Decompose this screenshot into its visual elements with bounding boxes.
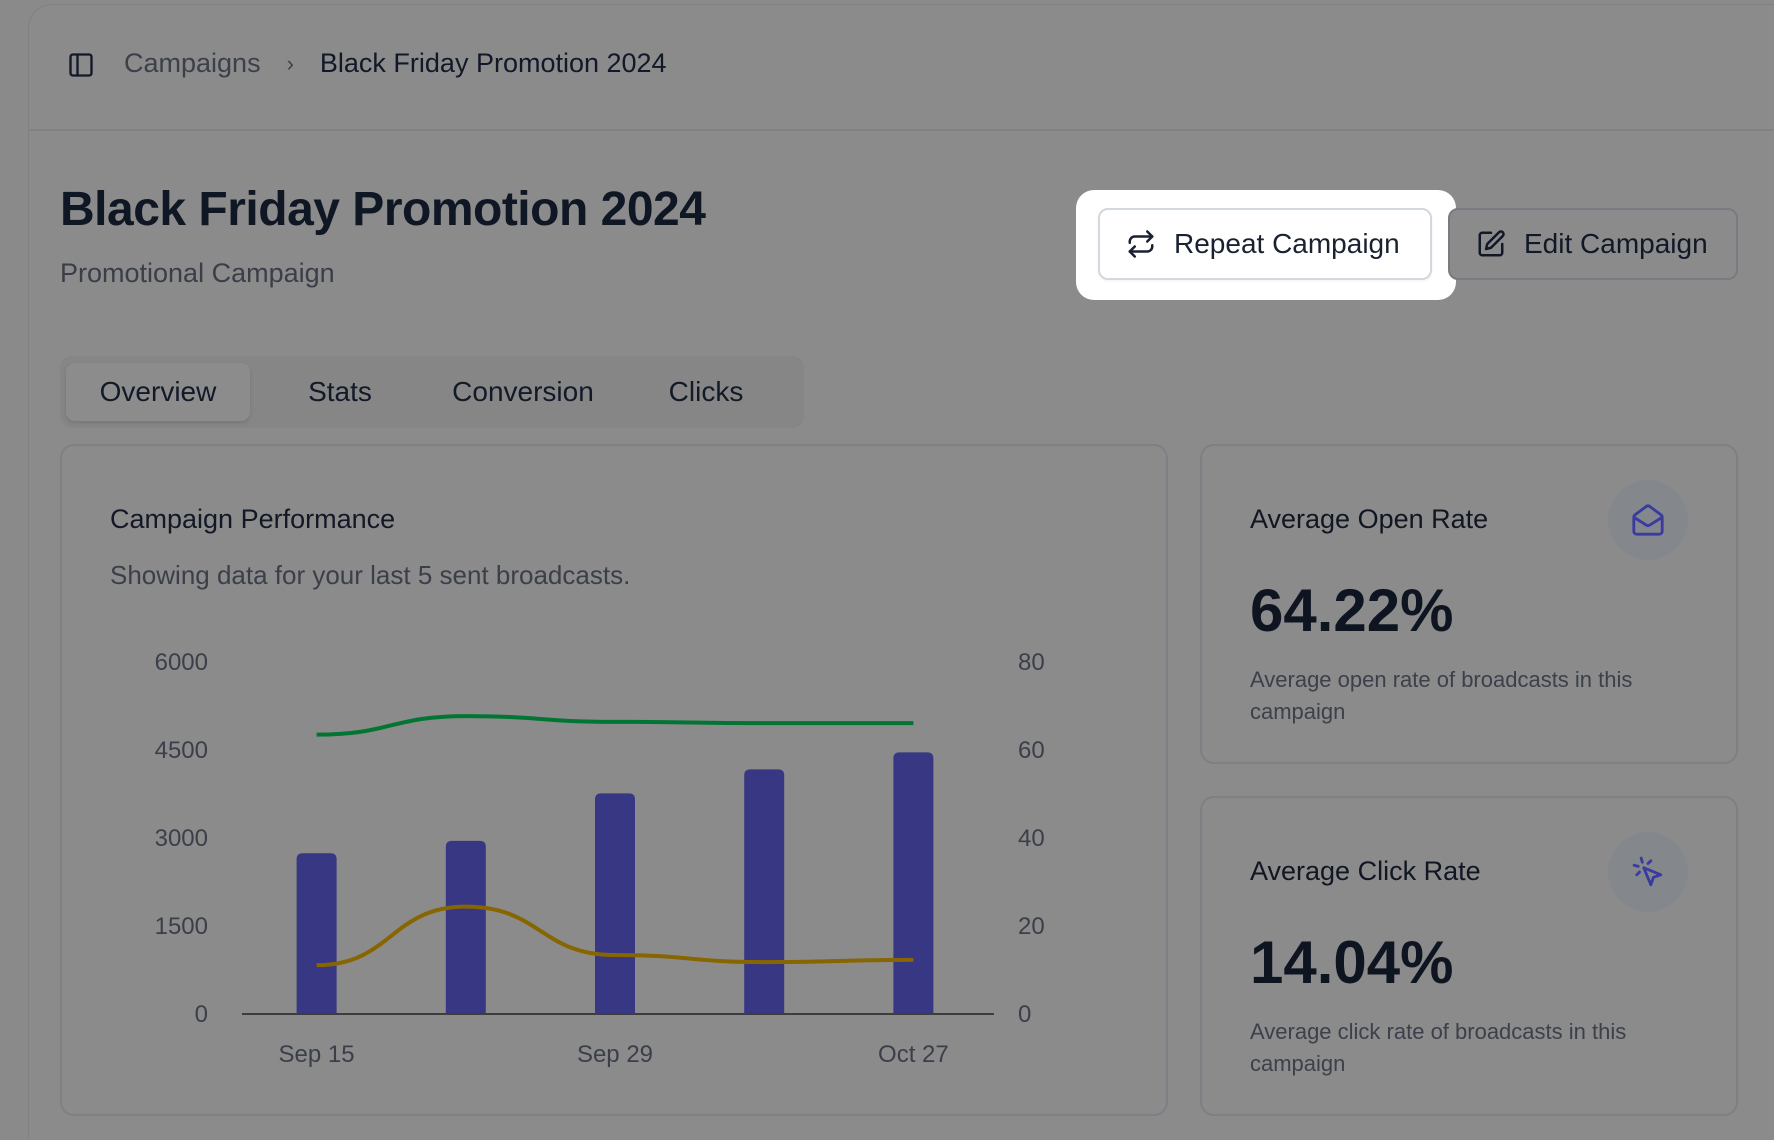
breadcrumb-campaigns-link[interactable]: Campaigns: [124, 48, 261, 78]
breadcrumb: Campaigns › Black Friday Promotion 2024: [124, 48, 667, 79]
y-right-tick-label: 0: [1018, 1001, 1031, 1028]
average-click-rate-card: Average Click Rate 14.04% Average click …: [1200, 796, 1738, 1116]
chevron-right-icon: ›: [286, 50, 294, 76]
page-subtitle: Promotional Campaign: [60, 258, 335, 288]
click-rate-description: Average click rate of broadcasts in this…: [1250, 1019, 1627, 1076]
bar: [296, 853, 337, 1014]
open-rate-line: [316, 714, 914, 737]
sidebar-toggle-button[interactable]: [66, 50, 96, 80]
tab-conversion[interactable]: Conversion: [452, 376, 594, 407]
y-left-tick-label: 4500: [155, 737, 208, 764]
breadcrumb-current: Black Friday Promotion 2024: [319, 48, 667, 78]
bar: [893, 752, 934, 1014]
chart-description: Showing data for your last 5 sent broadc…: [110, 560, 631, 590]
page-title: Black Friday Promotion 2024: [60, 183, 706, 236]
top-bar: Campaigns › Black Friday Promotion 2024: [28, 0, 1774, 131]
y-right-tick-label: 60: [1018, 737, 1045, 764]
y-left-tick-label: 1500: [155, 913, 208, 940]
y-right-tick-label: 40: [1018, 825, 1045, 852]
tab-clicks[interactable]: Clicks: [668, 376, 744, 407]
mail-open-icon: [1608, 480, 1688, 560]
edit-campaign-label: Edit Campaign: [1524, 228, 1708, 259]
bar: [744, 769, 785, 1014]
tab-overview[interactable]: Overview: [66, 363, 250, 421]
repeat-campaign-label: Repeat Campaign: [1174, 228, 1400, 259]
average-open-rate-card: Average Open Rate 64.22% Average open ra…: [1200, 444, 1738, 764]
chart-title: Campaign Performance: [110, 504, 396, 534]
open-rate-description: Average open rate of broadcasts in this …: [1250, 667, 1633, 724]
y-right-tick-label: 20: [1018, 913, 1045, 940]
tab-stats[interactable]: Stats: [308, 376, 372, 407]
edit-icon: [1478, 230, 1505, 257]
campaign-performance-card: Campaign Performance Showing data for yo…: [60, 444, 1168, 1116]
y-left-tick-label: 0: [195, 1001, 208, 1028]
open-rate-title: Average Open Rate: [1250, 504, 1489, 534]
open-rate-value: 64.22%: [1250, 577, 1454, 644]
mouse-pointer-click-icon: [1608, 832, 1688, 912]
x-tick-label: Sep 15: [279, 1041, 355, 1068]
panel-left-icon: [69, 53, 93, 77]
click-rate-title: Average Click Rate: [1250, 856, 1481, 886]
y-left-tick-label: 3000: [155, 825, 208, 852]
click-rate-value: 14.04%: [1250, 929, 1454, 996]
bar: [445, 840, 486, 1014]
tab-list: Overview Stats Conversion Clicks: [60, 356, 804, 428]
click-rate-line: [316, 904, 914, 968]
y-right-tick-label: 80: [1018, 649, 1045, 676]
repeat-icon: [1128, 230, 1154, 258]
y-left-tick-label: 6000: [155, 649, 208, 676]
performance-chart: 0 1500 3000 4500 6000 0 20 40 60 80 Sep 15 Sep 29 Oc…: [155, 649, 1045, 1068]
repeat-campaign-button[interactable]: Repeat Campaign: [1098, 208, 1432, 280]
edit-campaign-button[interactable]: Edit Campaign: [1448, 208, 1738, 280]
x-tick-label: Sep 29: [577, 1041, 653, 1068]
x-tick-label: Oct 27: [878, 1041, 949, 1068]
bar: [595, 793, 635, 1014]
